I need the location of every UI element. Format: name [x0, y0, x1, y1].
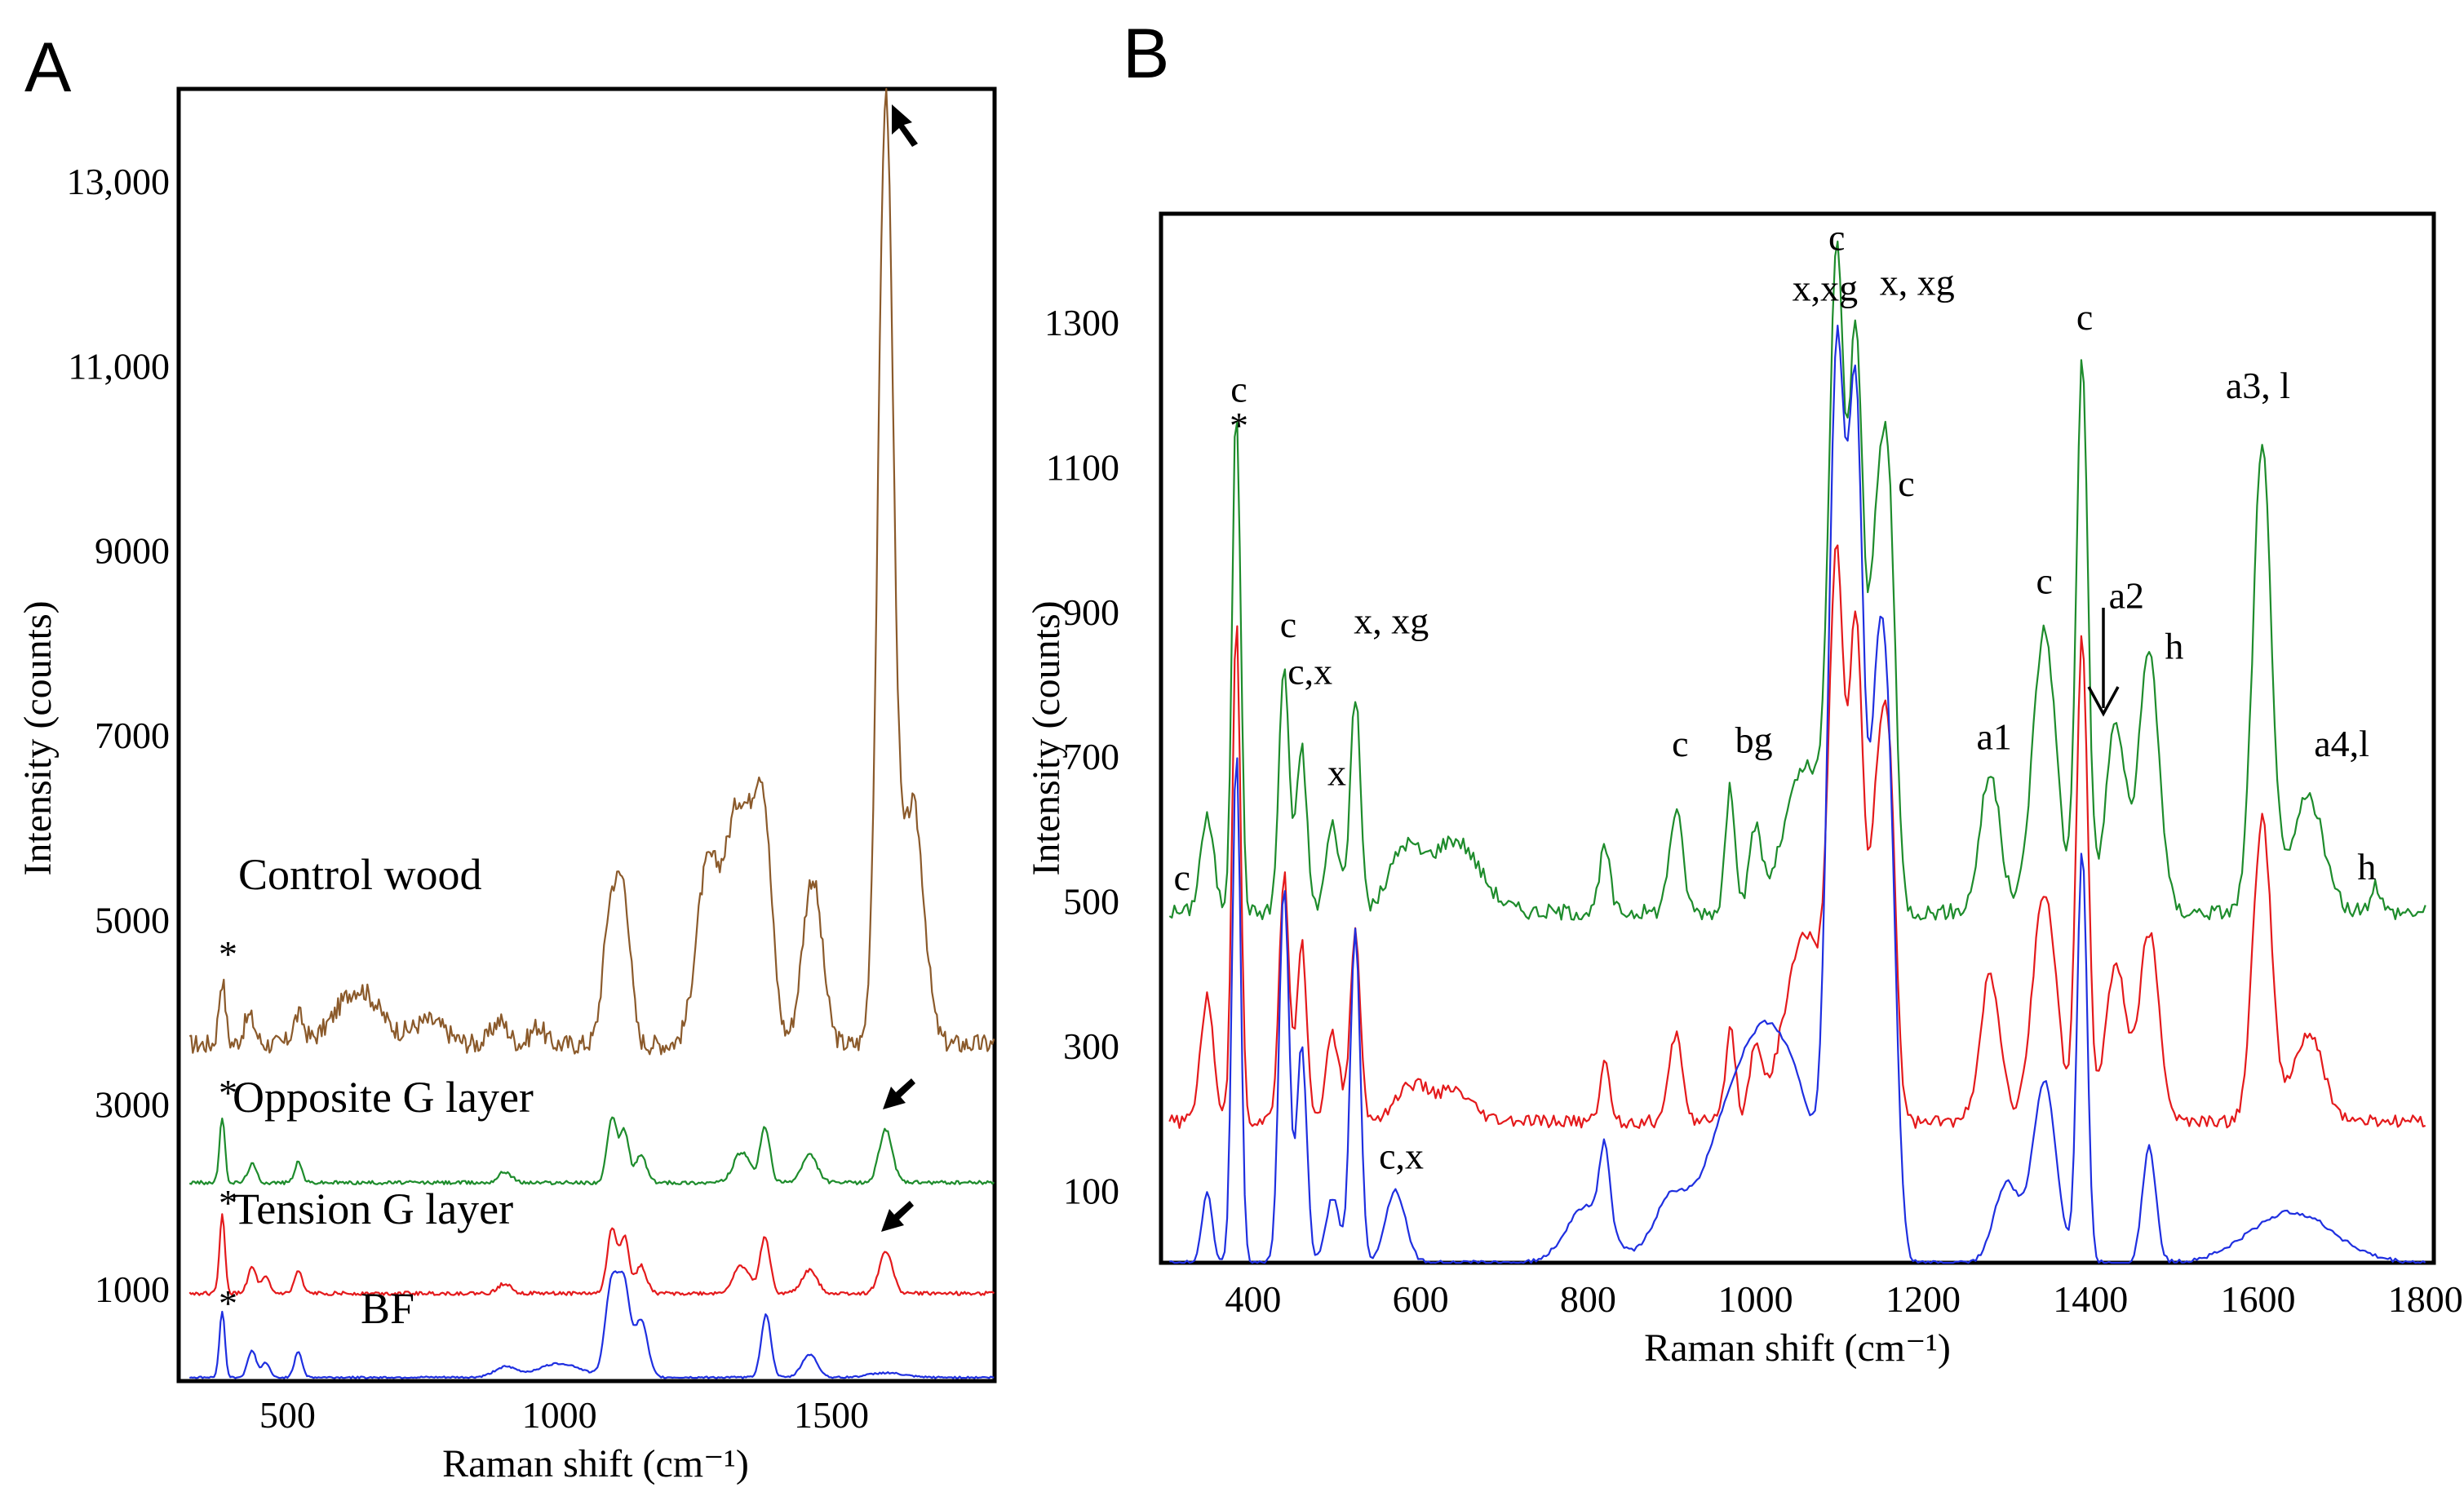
- panel-b-trace-red: [1168, 544, 2426, 1129]
- panel-a-label: A: [24, 29, 72, 107]
- panel-a-y-ticks: 1000 3000 5000 7000 9000 11,000 13,000: [67, 161, 171, 1310]
- panel-b-y-axis-title: Intensity (counts): [1025, 600, 1068, 875]
- panel-b-annotation: c: [1173, 857, 1190, 898]
- arrow-opposite-icon: [883, 1078, 915, 1109]
- panel-b-x-tick-label: 800: [1560, 1278, 1616, 1320]
- panel-b-annotation: h: [2357, 846, 2376, 888]
- panel-b-x-tick-label: 1600: [2220, 1278, 2295, 1320]
- panel-b-label: B: [1123, 15, 1169, 93]
- panel-a-trace-bf: [188, 1270, 995, 1379]
- arrow-peak-icon: [892, 104, 918, 147]
- panel-a-x-tick-label: 1500: [794, 1394, 869, 1436]
- panel-b-annotation: c,x: [1379, 1136, 1424, 1177]
- panel-a-y-tick-label: 7000: [95, 715, 170, 756]
- panel-b-y-tick-label: 100: [1063, 1170, 1119, 1211]
- panel-b-annotation: c: [1230, 369, 1247, 410]
- panel-b-annotation: c: [1898, 463, 1914, 504]
- panel-b-annotation: x, xg: [1354, 600, 1429, 641]
- panel-a-x-ticks: 500 1000 1500: [259, 1394, 869, 1436]
- star-control: *: [219, 933, 237, 975]
- panel-b-annotation: c: [2076, 296, 2093, 338]
- panel-b-x-tick-label: 600: [1393, 1278, 1449, 1320]
- panel-b-y-tick-label: 700: [1063, 736, 1119, 777]
- panel-a-x-tick-label: 1000: [522, 1394, 597, 1436]
- panel-b-annotation: a2: [2109, 574, 2144, 616]
- panel-b-x-tick-label: 1200: [1886, 1278, 1961, 1320]
- label-control-wood: Control wood: [238, 850, 482, 899]
- panel-b-annotation: c: [2036, 560, 2053, 602]
- panel-b-plot-frame: [1159, 211, 2436, 1265]
- panel-b-y-tick-label: 900: [1063, 591, 1119, 633]
- panel-a-x-tick-label: 500: [259, 1394, 316, 1436]
- panel-a-traces: [188, 87, 995, 1379]
- panel-b-annotation: c,x: [1287, 650, 1332, 692]
- star-opposite: *: [219, 1072, 237, 1113]
- panel-b-y-ticks: 100 300 500 700 900 1100 1300: [1044, 302, 1119, 1211]
- panel-b-x-tick-label: 1000: [1718, 1278, 1793, 1320]
- panel-b-annotation: a3, l: [2226, 365, 2290, 406]
- star-bf: *: [219, 1282, 237, 1324]
- panel-a-y-tick-label: 3000: [95, 1084, 170, 1126]
- panel-b-annotation: x,xg: [1793, 267, 1859, 308]
- panel-b-annotation: x: [1327, 752, 1346, 794]
- panel-a-trace-tension: [188, 1213, 995, 1296]
- panel-b-traces: [1168, 240, 2426, 1264]
- arrow-a2-head-icon: [2087, 686, 2120, 717]
- panel-a-plot-frame: [176, 86, 997, 1384]
- panel-b-annotation: x, xg: [1880, 261, 1955, 303]
- panel-a-x-axis-title: Raman shift (cm⁻¹): [442, 1442, 749, 1485]
- panel-a-y-tick-label: 11,000: [68, 345, 170, 387]
- panel-b-trace-green: [1168, 240, 2426, 921]
- panel-a-y-tick-label: 5000: [95, 899, 170, 941]
- panel-b-annotation: h: [2165, 625, 2183, 666]
- label-opposite-g-layer: Opposite G layer: [233, 1073, 534, 1122]
- panel-a-y-axis-title: Intensity (counts): [16, 600, 60, 875]
- panel-a-y-tick-label: 13,000: [67, 161, 171, 202]
- panel-b-y-tick-label: 1100: [1046, 446, 1119, 488]
- panel-b-x-axis-title: Raman shift (cm⁻¹): [1644, 1326, 1951, 1370]
- label-tension-g-layer: Tension G layer: [233, 1184, 513, 1233]
- panel-b-annotation: *: [1230, 405, 1248, 446]
- panel-b-annotation: c: [1672, 723, 1688, 764]
- panel-b-x-ticks: 400 600 800 1000 1200 1400 1600 1800: [1225, 1278, 2462, 1320]
- panel-b-annotation: a1: [1976, 715, 2011, 757]
- panel-b-y-tick-label: 1300: [1044, 302, 1119, 343]
- star-tension: *: [219, 1182, 237, 1224]
- panel-a-y-tick-label: 1000: [95, 1268, 170, 1310]
- arrow-tension-icon: [881, 1201, 914, 1232]
- label-bf: BF: [361, 1284, 414, 1333]
- panel-b-x-tick-label: 1400: [2053, 1278, 2128, 1320]
- panel-a-trace-opposite: [188, 1116, 995, 1186]
- panel-b-x-tick-label: 1800: [2388, 1278, 2463, 1320]
- panel-b-annotation: c: [1828, 216, 1845, 258]
- panel-b-y-tick-label: 500: [1063, 881, 1119, 923]
- panel-b-annotation: bg: [1735, 719, 1773, 761]
- panel-a-trace-control: [188, 87, 995, 1056]
- panel-b-x-tick-label: 400: [1225, 1278, 1281, 1320]
- panel-b-trace-blue: [1169, 325, 2426, 1264]
- panel-b-annotation: a4,l: [2314, 723, 2369, 764]
- panel-a-y-tick-label: 9000: [95, 530, 170, 572]
- panel-b-y-tick-label: 300: [1063, 1025, 1119, 1067]
- panel-b-annotation: c: [1280, 604, 1296, 645]
